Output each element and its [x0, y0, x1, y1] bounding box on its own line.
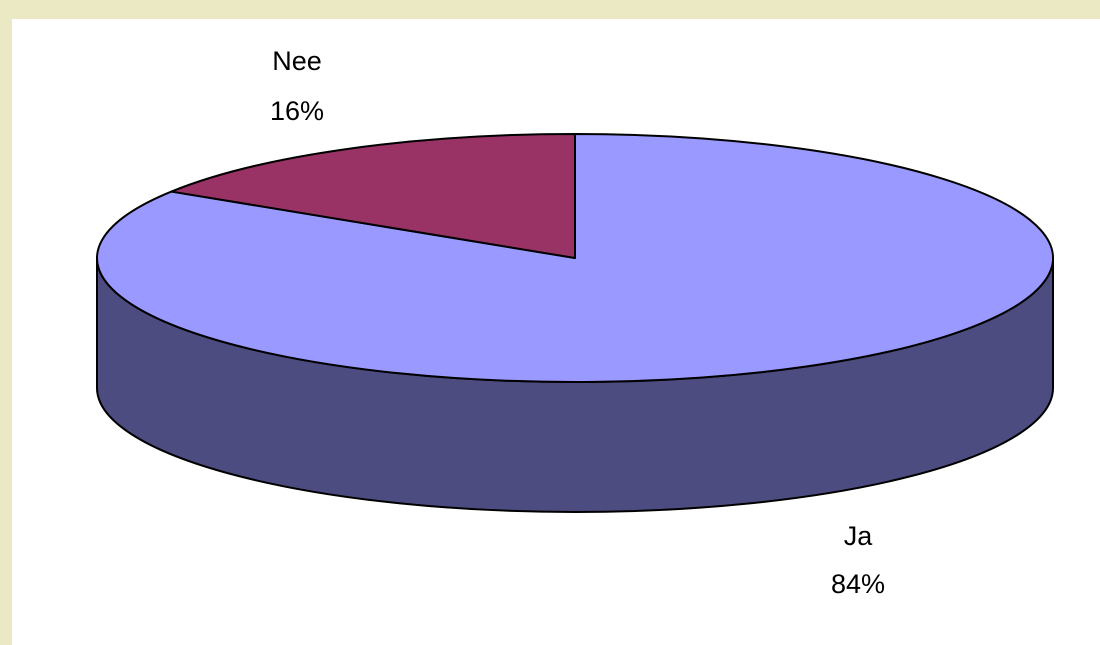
- pie-slice-nee: [170, 133, 576, 259]
- slice-label-ja-name: Ja: [844, 521, 874, 551]
- pie-group: [96, 133, 1054, 513]
- slice-label-nee-percent: 16%: [270, 96, 324, 126]
- slice-label-ja-percent: 84%: [831, 569, 885, 599]
- slice-label-nee-name: Nee: [272, 46, 322, 76]
